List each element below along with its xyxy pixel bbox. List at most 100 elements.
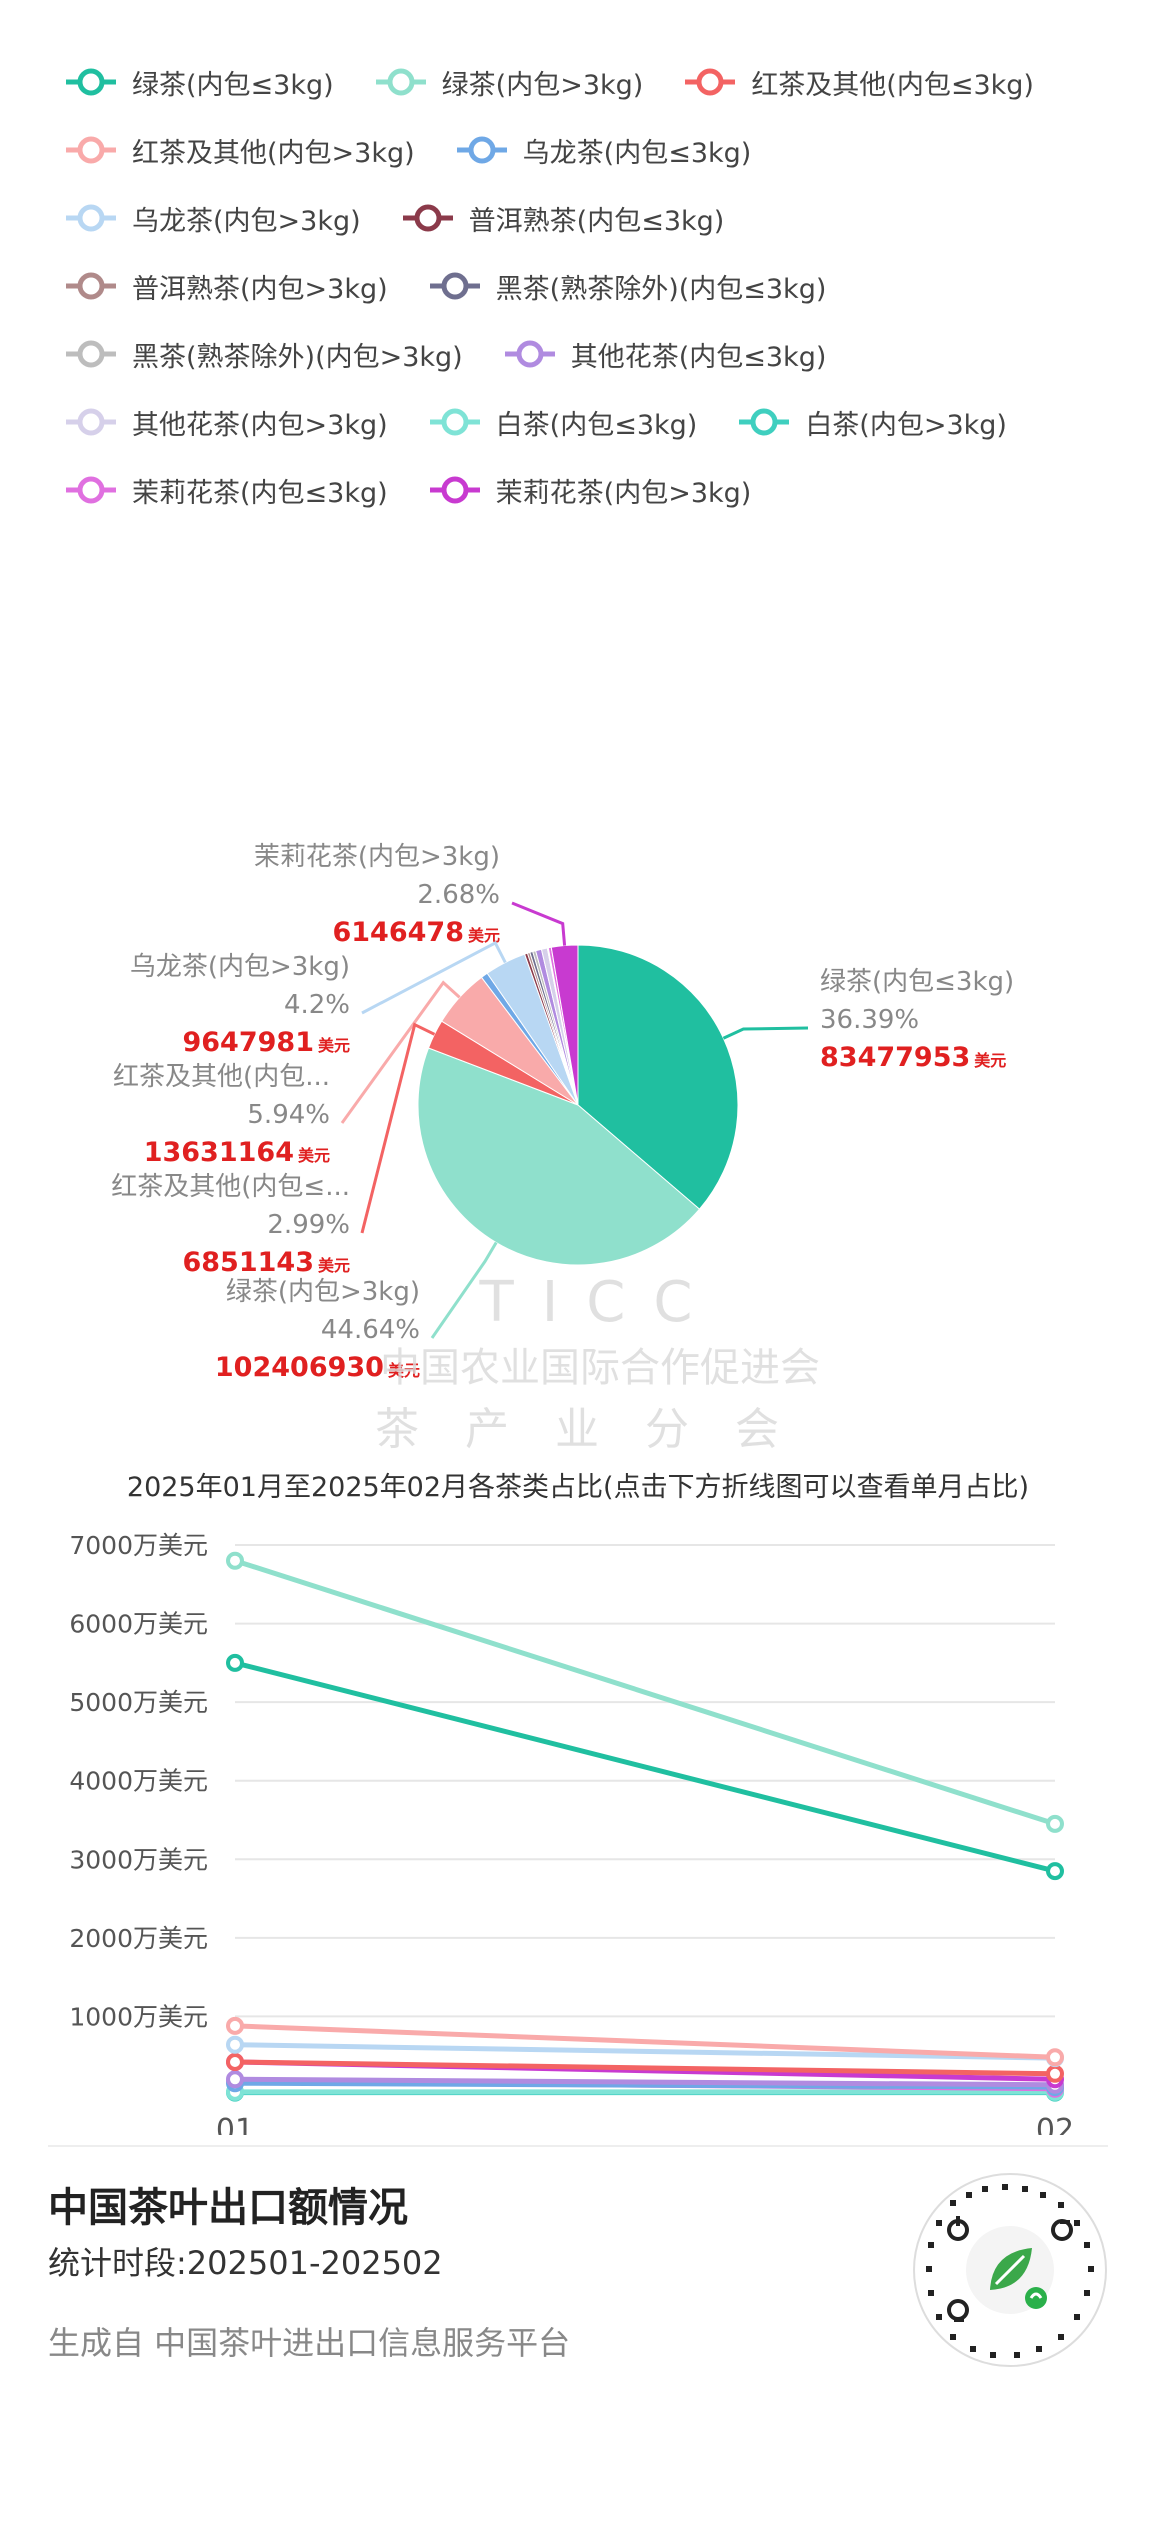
data-point[interactable]	[226, 2016, 244, 2035]
line-chart[interactable]: 1000万美元 2000万美元 3000万美元 4000万美元 5000万美元 6000万…	[0, 1455, 1156, 2135]
line-chart-title: 2025年01月至2025年02月各茶类占比(点击下方折线图可以查看单月占比)	[126, 1472, 1030, 1503]
pie-slice[interactable]	[577, 944, 739, 1210]
series-line[interactable]	[234, 2023, 1056, 2060]
series-line[interactable]	[234, 2042, 1056, 2061]
chart-legend: 绿茶(内包≤3kg) 绿茶(内包>3kg) 红茶及其他(内包≤3kg) 红茶及其他(内…	[64, 48, 1124, 524]
data-point[interactable]	[1046, 2048, 1064, 2067]
pie-value: 6851143 美元	[182, 1247, 350, 1278]
data-point[interactable]	[226, 2053, 244, 2071]
qr-code-icon[interactable]	[910, 2170, 1110, 2370]
pie-percent: 5.94%	[247, 1100, 330, 1130]
legend-item[interactable]: 绿茶(内包>3kg)	[374, 63, 644, 102]
x-tick-label: 01	[216, 2113, 254, 2135]
pie-label: 乌龙茶(内包>3kg)	[130, 952, 350, 982]
y-tick-label: 5000万美元	[69, 1688, 208, 1717]
pie-label: 绿茶(内包≤3kg)	[820, 967, 1014, 997]
legend-marker-icon	[66, 408, 116, 436]
legend-label: 其他花茶(内包>3kg)	[132, 409, 388, 441]
data-point[interactable]	[226, 1551, 244, 1570]
legend-item[interactable]: 茉莉花茶(内包≤3kg)	[64, 471, 388, 510]
legend-marker-icon	[685, 68, 736, 96]
pie-leader-line	[361, 940, 507, 1015]
legend-label: 茉莉花茶(内包>3kg)	[495, 477, 752, 509]
legend-item[interactable]: 红茶及其他(内包≤3kg)	[683, 63, 1034, 102]
x-tick-label: 02	[1036, 2113, 1074, 2135]
legend-marker-icon	[429, 408, 480, 436]
pie-leader-line	[511, 901, 567, 946]
legend-item[interactable]: 白茶(内包≤3kg)	[428, 403, 698, 442]
pie-leader-line	[722, 1026, 809, 1040]
series-line[interactable]	[234, 1558, 1056, 1827]
legend-marker-icon	[429, 272, 480, 300]
pie-label: 红茶及其他(内包...	[113, 1062, 330, 1092]
legend-row: 黑茶(熟茶除外)(内包>3kg) 其他花茶(内包≤3kg)	[64, 320, 1124, 388]
y-tick-label: 6000万美元	[69, 1610, 208, 1639]
series-line[interactable]	[234, 2076, 1056, 2088]
pie-slice[interactable]	[417, 1047, 701, 1266]
legend-marker-icon	[66, 204, 116, 232]
legend-label: 黑茶(熟茶除外)(内包>3kg)	[132, 341, 463, 373]
legend-marker-icon	[402, 204, 453, 232]
legend-marker-icon	[739, 408, 790, 436]
legend-label: 绿茶(内包>3kg)	[441, 69, 644, 101]
y-tick-label: 4000万美元	[69, 1767, 208, 1796]
legend-item[interactable]: 普洱熟茶(内包≤3kg)	[401, 199, 725, 238]
data-point[interactable]	[226, 1653, 244, 1672]
legend-item[interactable]: 其他花茶(内包>3kg)	[64, 403, 388, 442]
pie-percent: 2.99%	[267, 1210, 350, 1240]
legend-item[interactable]: 其他花茶(内包≤3kg)	[503, 335, 826, 374]
series-line[interactable]	[234, 1660, 1056, 1874]
legend-item[interactable]: 黑茶(熟茶除外)(内包>3kg)	[64, 335, 463, 374]
pie-value: 83477953 美元	[820, 1042, 1006, 1073]
pie-percent: 2.68%	[417, 880, 500, 910]
pie-value: 9647981 美元	[182, 1027, 350, 1058]
legend-marker-icon	[66, 340, 116, 368]
pie-leader-line	[340, 980, 461, 1124]
data-point[interactable]	[226, 2035, 244, 2054]
series-line[interactable]	[234, 2059, 1056, 2077]
pie-percent: 36.39%	[820, 1005, 919, 1035]
legend-item[interactable]: 乌龙茶(内包>3kg)	[64, 199, 361, 238]
legend-row: 绿茶(内包≤3kg) 绿茶(内包>3kg) 红茶及其他(内包≤3kg)	[64, 48, 1124, 116]
y-tick-label: 2000万美元	[69, 1924, 208, 1953]
y-tick-label: 3000万美元	[69, 1845, 208, 1874]
legend-label: 红茶及其他(内包>3kg)	[132, 137, 415, 169]
pie-percent: 44.64%	[321, 1315, 420, 1345]
data-point[interactable]	[1046, 1862, 1064, 1881]
pie-chart[interactable]: 绿茶(内包≤3kg) 36.39% 83477953 美元 茉莉花茶(内包>3kg) 2.…	[0, 830, 1156, 1450]
legend-label: 黑茶(熟茶除外)(内包≤3kg)	[495, 273, 827, 305]
pie-leader-line	[360, 1022, 436, 1234]
pie-leader-line	[430, 1241, 498, 1339]
footer-source: 生成自 中国茶叶进出口信息服务平台	[48, 2324, 571, 2362]
pie-label: 绿茶(内包>3kg)	[226, 1277, 420, 1307]
watermark: TICC 中国农业国际合作促进会 茶产业分会	[350, 1270, 850, 1457]
legend-label: 白茶(内包≤3kg)	[495, 409, 698, 441]
legend-label: 乌龙茶(内包>3kg)	[132, 205, 361, 237]
watermark-line-3: 茶产业分会	[375, 1404, 825, 1455]
series-line[interactable]	[234, 2080, 1056, 2090]
legend-row: 红茶及其他(内包>3kg) 乌龙茶(内包≤3kg)	[64, 116, 1124, 184]
legend-label: 白茶(内包>3kg)	[805, 409, 1007, 441]
legend-marker-icon	[66, 68, 116, 96]
legend-item[interactable]: 茉莉花茶(内包>3kg)	[428, 471, 752, 510]
legend-item[interactable]: 红茶及其他(内包>3kg)	[64, 131, 415, 170]
legend-label: 茉莉花茶(内包≤3kg)	[132, 477, 388, 509]
legend-item[interactable]: 黑茶(熟茶除外)(内包≤3kg)	[428, 267, 827, 306]
data-point[interactable]	[226, 2070, 244, 2089]
legend-label: 绿茶(内包≤3kg)	[132, 69, 334, 101]
legend-item[interactable]: 普洱熟茶(内包>3kg)	[64, 267, 388, 306]
y-tick-label: 7000万美元	[69, 1531, 208, 1560]
legend-marker-icon	[429, 476, 480, 504]
watermark-line-1: TICC	[479, 1270, 721, 1335]
legend-label: 普洱熟茶(内包>3kg)	[132, 273, 388, 305]
legend-item[interactable]: 白茶(内包>3kg)	[737, 403, 1007, 442]
data-point[interactable]	[1046, 2064, 1064, 2083]
legend-row: 其他花茶(内包>3kg) 白茶(内包≤3kg) 白茶(内包>3kg)	[64, 388, 1124, 456]
legend-row: 乌龙茶(内包>3kg) 普洱熟茶(内包≤3kg)	[64, 184, 1124, 252]
data-point[interactable]	[1046, 1814, 1064, 1833]
pie-percent: 4.2%	[284, 990, 350, 1020]
legend-item[interactable]: 绿茶(内包≤3kg)	[64, 63, 334, 102]
pie-label: 茉莉花茶(内包>3kg)	[254, 842, 500, 872]
legend-item[interactable]: 乌龙茶(内包≤3kg)	[455, 131, 751, 170]
legend-label: 普洱熟茶(内包≤3kg)	[468, 205, 725, 237]
